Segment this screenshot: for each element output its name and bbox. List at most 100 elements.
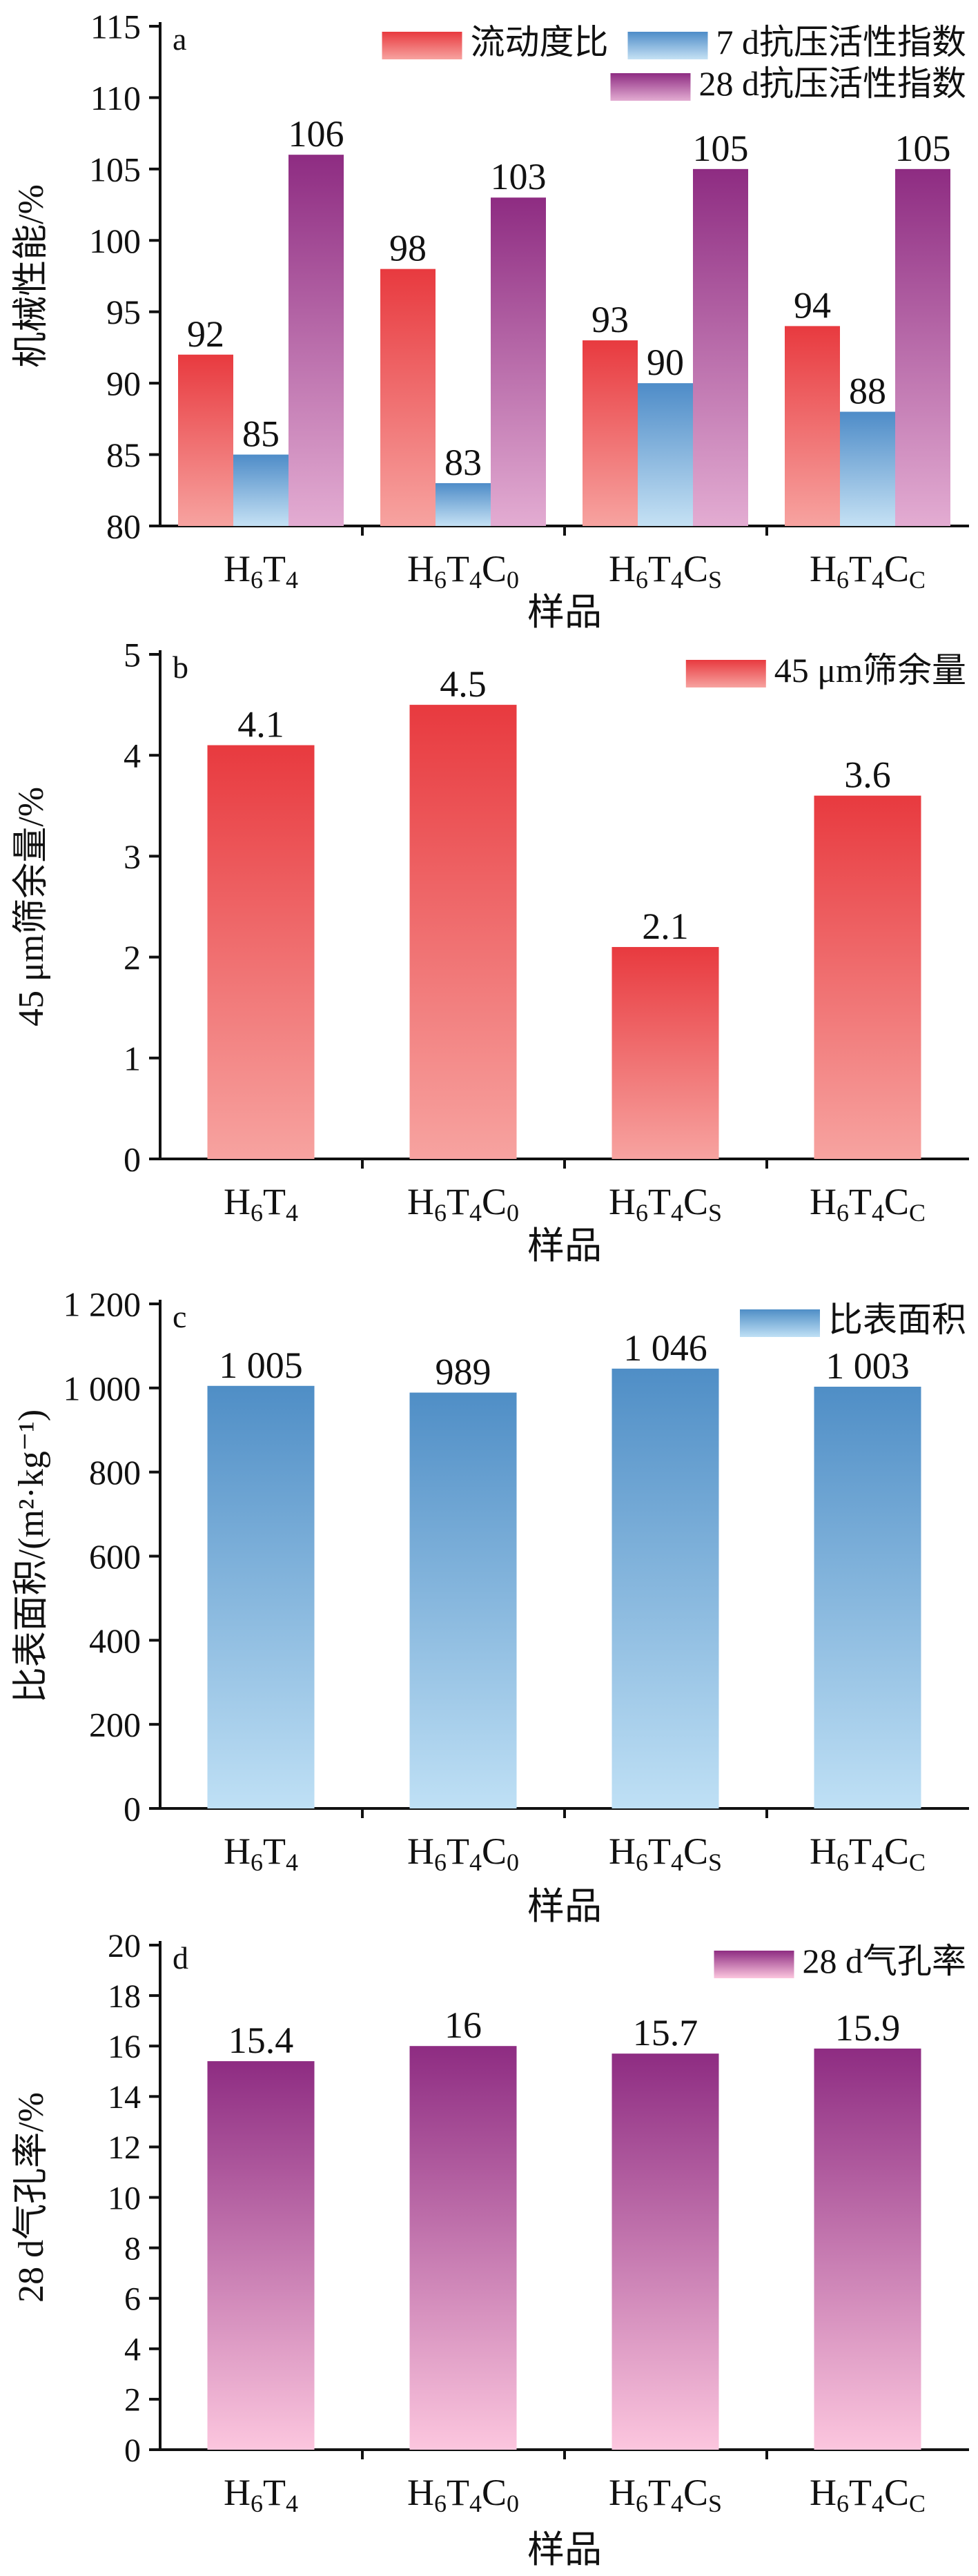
bar-a-s1-c2 (638, 383, 693, 526)
subscript-text: 6 (251, 566, 263, 594)
y-tick-label: 0 (124, 1140, 141, 1179)
subscript-text: 6 (434, 1848, 447, 1876)
data-label: 105 (693, 128, 749, 169)
y-tick-label: 14 (108, 2079, 141, 2116)
y-tick-label: 0 (124, 1790, 141, 1828)
data-label: 989 (436, 1352, 491, 1393)
label-text: C (482, 548, 507, 589)
data-label: 15.7 (633, 2012, 698, 2053)
data-label: 1 003 (825, 1345, 910, 1387)
label-text: T (447, 1831, 469, 1872)
subscript-text: 6 (837, 1199, 849, 1227)
panel-letter: b (173, 650, 188, 685)
legend-label: 45 μm筛余量 (774, 651, 966, 690)
data-label: 15.4 (228, 2020, 294, 2061)
panel-letter: d (173, 1940, 188, 1975)
label-text: C (683, 1181, 708, 1222)
subscript-text: S (708, 1199, 722, 1227)
label-text: T (849, 1831, 872, 1872)
label-text: T (447, 548, 469, 589)
legend-label: 7 d抗压活性指数 (716, 23, 967, 61)
subscript-text: 4 (286, 566, 298, 594)
x-tick-label: H6T4 (224, 548, 298, 594)
y-tick-label: 20 (108, 1928, 141, 1964)
label-text: T (263, 548, 286, 589)
subscript-text: 0 (507, 2490, 519, 2517)
subscript-text: 6 (837, 566, 849, 594)
label-text: H (224, 1831, 251, 1872)
subscript-text: 4 (469, 1199, 482, 1227)
data-label: 88 (849, 371, 886, 412)
x-tick-label: H6T4CC (810, 548, 926, 594)
bar-b-s0-c2 (612, 946, 719, 1159)
bar-d-s0-c0 (207, 2061, 315, 2450)
subscript-text: 4 (872, 1199, 884, 1227)
y-tick-label: 10 (108, 2180, 141, 2216)
label-text: H (407, 1831, 434, 1872)
x-tick-label: H6T4CS (609, 1831, 722, 1876)
label-text: H (609, 548, 636, 589)
subscript-text: 4 (286, 2490, 298, 2517)
bar-b-s0-c3 (814, 795, 921, 1159)
bar-a-s0-c3 (785, 326, 840, 526)
y-tick-label: 105 (89, 150, 141, 188)
label-text: T (648, 1181, 671, 1222)
subscript-text: 4 (469, 1848, 482, 1876)
y-tick-label: 4 (124, 2332, 141, 2368)
legend-label: 流动度比 (471, 23, 609, 61)
y-tick-label: 600 (89, 1537, 141, 1576)
bar-a-s0-c2 (583, 340, 638, 526)
x-tick-label: H6T4 (224, 1831, 298, 1876)
label-text: H (810, 1831, 837, 1872)
subscript-text: 4 (469, 566, 482, 594)
data-label: 15.9 (835, 2007, 901, 2049)
y-tick-label: 1 000 (63, 1369, 141, 1407)
bar-a-s1-c1 (436, 482, 491, 526)
y-axis-title: 比表面积/(m²·kg⁻¹) (12, 1409, 51, 1703)
subscript-text: 4 (872, 1848, 884, 1876)
label-text: C (683, 548, 708, 589)
bar-d-s0-c3 (814, 2048, 921, 2450)
data-label: 94 (794, 284, 831, 326)
subscript-text: C (909, 2490, 926, 2517)
label-text: T (447, 2472, 469, 2513)
data-label: 4.5 (440, 663, 487, 705)
y-tick-label: 95 (106, 293, 141, 331)
subscript-text: C (909, 1848, 926, 1876)
label-text: H (407, 1181, 434, 1222)
data-label: 4.1 (237, 704, 284, 745)
y-tick-label: 2 (124, 2382, 141, 2419)
subscript-text: 6 (251, 2490, 263, 2517)
legend-swatch (610, 73, 691, 101)
x-axis-title: 样品 (527, 1886, 602, 1927)
panel-letter: c (173, 1299, 186, 1334)
subscript-text: 4 (671, 1199, 683, 1227)
label-text: C (683, 2472, 708, 2513)
y-tick-label: 4 (124, 736, 141, 775)
subscript-text: 4 (872, 2490, 884, 2517)
subscript-text: 4 (286, 1199, 298, 1227)
label-text: C (884, 548, 909, 589)
subscript-text: 6 (636, 2490, 648, 2517)
bar-a-s2-c1 (491, 197, 546, 526)
x-tick-label: H6T4 (224, 1181, 298, 1227)
subscript-text: 6 (636, 566, 648, 594)
data-label: 1 046 (623, 1327, 707, 1369)
y-tick-label: 400 (89, 1621, 141, 1660)
bar-a-s0-c1 (380, 269, 436, 526)
label-text: C (683, 1831, 708, 1872)
data-label: 83 (444, 442, 482, 483)
subscript-text: 0 (507, 1199, 519, 1227)
x-tick-label: H6T4C0 (407, 1831, 519, 1876)
x-tick-label: H6T4CC (810, 2472, 926, 2517)
label-text: T (648, 1831, 671, 1872)
y-tick-label: 1 (124, 1039, 141, 1077)
data-label: 1 005 (219, 1345, 303, 1386)
subscript-text: S (708, 566, 722, 594)
legend-label: 28 d气孔率 (803, 1942, 967, 1980)
y-tick-label: 18 (108, 1978, 141, 2015)
subscript-text: 4 (872, 566, 884, 594)
subscript-text: 6 (434, 2490, 447, 2517)
x-tick-label: H6T4C0 (407, 548, 519, 594)
